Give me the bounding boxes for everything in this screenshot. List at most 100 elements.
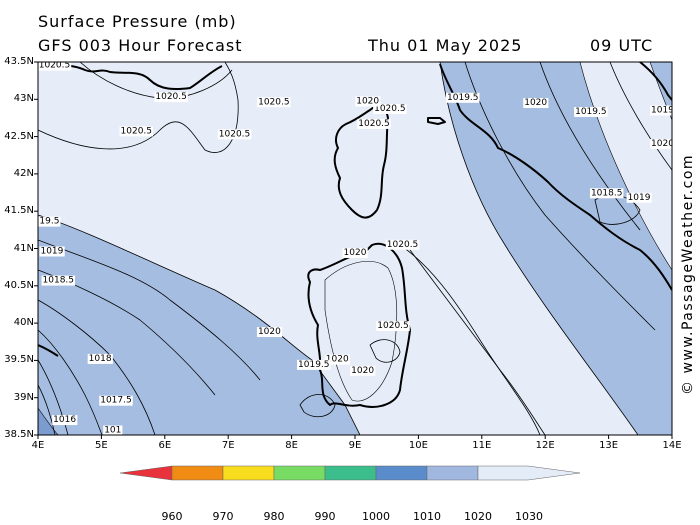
contour-label-text: 1017.5 xyxy=(100,396,132,406)
contour-label-text: 1018.5 xyxy=(43,276,75,286)
contour-label: 1019 xyxy=(650,105,674,116)
colorbar-label: 990 xyxy=(314,510,336,523)
contour-label: 1020.5 xyxy=(376,321,410,332)
contour-label-text: 1020.5 xyxy=(387,240,419,250)
contour-label: 1020.5 xyxy=(373,103,407,114)
contour-label: 101 xyxy=(103,425,123,436)
contour-label: 1020 xyxy=(256,327,283,338)
colorbar-label: 1000 xyxy=(362,510,390,523)
colorbar-label: 1010 xyxy=(413,510,441,523)
coast-corsica xyxy=(333,105,389,219)
lon-label: 7E xyxy=(221,440,235,451)
map-title: Surface Pressure (mb) xyxy=(38,12,237,31)
contour-label-text: 1019 xyxy=(40,246,63,256)
axis-ticks xyxy=(34,61,673,439)
contour-label-bg xyxy=(523,98,549,109)
coast-sardinia xyxy=(307,242,411,408)
contour-label-text: 1019 xyxy=(628,193,651,203)
contour-label-text: 1020 xyxy=(258,327,281,337)
pressure-zone-low-southwest xyxy=(38,407,59,435)
contour-label-bg xyxy=(446,92,480,103)
contour-label-bg xyxy=(52,415,78,426)
contour-label-bg xyxy=(38,216,61,227)
lon-label: 13E xyxy=(599,440,619,451)
colorbar-label: 980 xyxy=(263,510,285,523)
contour-label: 1020 xyxy=(342,247,368,258)
contour-label-bg xyxy=(119,126,154,137)
contour-label: 19.5 xyxy=(38,216,61,227)
contour-label-text: 1019.5 xyxy=(298,360,330,370)
coast-balearic xyxy=(38,344,59,357)
contour-label-text: 1020.5 xyxy=(377,321,409,331)
coast-italy xyxy=(439,63,672,291)
contour-label-text: 19.5 xyxy=(39,217,59,227)
lat-label: 42N xyxy=(13,167,34,179)
contour-label-bg xyxy=(357,118,391,129)
contour-label-text: 1020.5 xyxy=(219,129,251,139)
lat-label: 41N xyxy=(13,242,34,254)
lon-label: 9E xyxy=(348,440,362,451)
contour-label: 1019.5 xyxy=(574,106,608,117)
contour-label-bg xyxy=(297,359,331,370)
contour-label-bg xyxy=(355,96,381,107)
contour-label-bg xyxy=(626,192,652,203)
contour-label-text: 1020 xyxy=(524,98,547,108)
colorbar-label: 1020 xyxy=(464,510,492,523)
contour-label: 1020 xyxy=(350,365,376,376)
valid-time: 09 UTC xyxy=(590,36,654,55)
lon-label: 4E xyxy=(31,440,45,451)
contour-label-bg xyxy=(574,106,608,117)
contour-label: 1020 xyxy=(324,354,350,365)
colorbar-segment xyxy=(426,465,479,481)
lat-label: 40N xyxy=(13,317,34,329)
contour-label-text: 1019.5 xyxy=(575,107,607,117)
contour-label-text: 1016 xyxy=(53,415,76,425)
contour-label-text: 1020.5 xyxy=(374,104,406,114)
contour-label: 1020.5 xyxy=(38,62,72,71)
contour-label-text: 1020 xyxy=(356,97,379,107)
lat-label: 43.5N xyxy=(4,56,34,67)
colorbar-low-arrow xyxy=(119,465,173,481)
lat-label: 41.5N xyxy=(4,205,34,217)
contour-label-bg xyxy=(257,97,291,108)
pressure-zone-sardinia xyxy=(324,261,398,402)
lon-label: 8E xyxy=(285,440,298,451)
contour-label: 1020 xyxy=(650,139,674,150)
lon-label: 10E xyxy=(408,440,428,451)
contour-label-bg xyxy=(99,395,133,406)
coast-france xyxy=(39,64,223,90)
lat-label: 40.5N xyxy=(4,279,34,291)
credit-text: © www.PassageWeather.com xyxy=(680,153,696,395)
contour-label: 1020.5 xyxy=(257,97,291,108)
contour-label-text: 1020 xyxy=(344,248,367,258)
contour-label-bg xyxy=(103,425,123,435)
lat-label: 39N xyxy=(13,391,34,403)
colorbar-segment xyxy=(324,465,377,481)
colorbar-segment xyxy=(171,465,224,481)
lat-label: 39.5N xyxy=(4,354,34,366)
contour-label-bg xyxy=(39,246,65,257)
contour-label-text: 1019 xyxy=(651,105,674,115)
lat-label: 42.5N xyxy=(4,130,34,142)
contour-label-bg xyxy=(650,105,672,116)
lon-label: 11E xyxy=(472,440,492,451)
contour-label-bg xyxy=(376,321,410,332)
contour-label: 1020 xyxy=(355,96,381,107)
coast-italy-north xyxy=(639,62,672,101)
lat-label: 43N xyxy=(13,93,34,105)
contour-label: 1016 xyxy=(52,415,78,426)
contour-label: 1017.5 xyxy=(99,395,133,406)
contour-label-bg xyxy=(350,365,376,376)
coast-elba xyxy=(427,117,446,125)
contour-label-bg xyxy=(324,354,350,365)
lat-label: 38.5N xyxy=(4,429,34,440)
contour-label-text: 101 xyxy=(104,426,121,436)
contour-label-text: 1020 xyxy=(651,139,674,149)
contour-label-text: 1020 xyxy=(351,366,374,376)
colorbar-segment xyxy=(375,465,428,481)
contour-label: 1019 xyxy=(626,192,652,203)
contour-label-bg xyxy=(41,275,76,286)
